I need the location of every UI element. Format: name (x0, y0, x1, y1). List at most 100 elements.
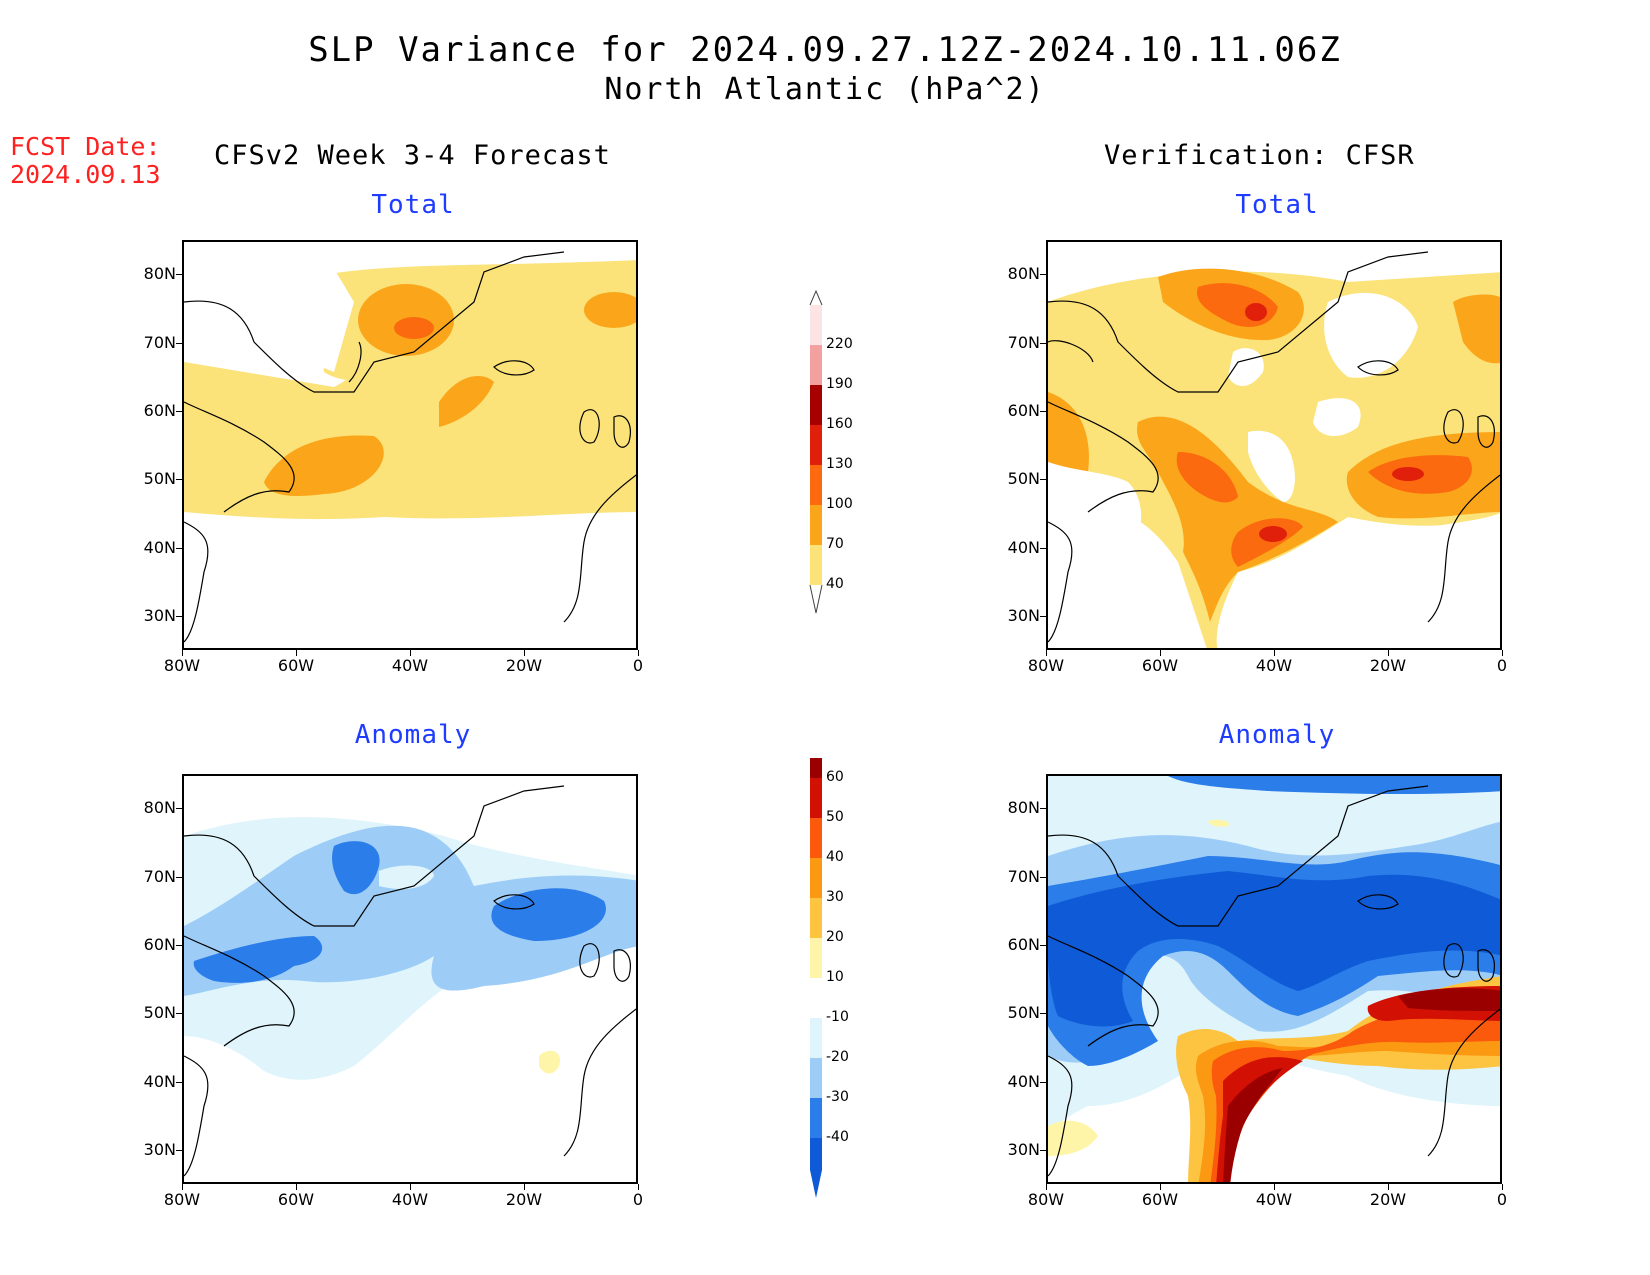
lat-tick-mark (1040, 479, 1046, 481)
lon-tick-mark (296, 1184, 297, 1190)
lon-tick-label: 40W (391, 656, 429, 675)
lon-tick-mark (1388, 1184, 1389, 1190)
total-colorbar-label: 40 (826, 576, 844, 592)
lon-tick-label: 40W (1255, 656, 1293, 675)
lon-tick-mark (524, 650, 525, 656)
anomaly-colorbar-bottom-wedge (810, 1138, 822, 1198)
anomaly-colorbar-label: -10 (826, 1009, 849, 1025)
anomaly-colorbar-segment (810, 1098, 822, 1138)
lon-tick-label: 20W (505, 656, 543, 675)
lon-tick-label: 20W (505, 1190, 543, 1209)
lat-tick-label: 60N (143, 934, 176, 954)
lat-tick-mark (1040, 1013, 1046, 1015)
lat-tick-label: 40N (143, 537, 176, 557)
lat-tick-label: 70N (1007, 866, 1040, 886)
lat-tick-mark (1040, 274, 1046, 276)
verification-column-title: Verification: CFSR (1104, 140, 1415, 171)
lon-tick-mark (524, 1184, 525, 1190)
total-colorbar-label: 190 (826, 376, 853, 392)
lon-tick-mark (1046, 650, 1047, 656)
lat-tick-label: 50N (1007, 469, 1040, 489)
total-colorbar-segment (810, 425, 822, 465)
subtitle: North Atlantic (hPa^2) (604, 72, 1046, 107)
verif-total-map (1046, 240, 1502, 650)
verif-anomaly-title: Anomaly (1218, 720, 1336, 750)
forecast-total-map (182, 240, 638, 650)
lon-tick-label: 0 (632, 1190, 644, 1209)
lat-tick-mark (176, 808, 182, 810)
lat-tick-label: 50N (1007, 1003, 1040, 1023)
lon-tick-mark (638, 650, 639, 656)
main-title: SLP Variance for 2024.09.27.12Z-2024.10.… (308, 30, 1342, 70)
lon-tick-mark (182, 650, 183, 656)
anomaly-colorbar-label: 20 (826, 929, 844, 945)
total-colorbar-label: 70 (826, 536, 844, 552)
lat-tick-label: 40N (1007, 1071, 1040, 1091)
lon-tick-label: 40W (391, 1190, 429, 1209)
lon-tick-mark (410, 1184, 411, 1190)
lat-tick-label: 40N (1007, 537, 1040, 557)
lon-tick-label: 60W (277, 656, 315, 675)
lat-tick-label: 50N (143, 469, 176, 489)
total-colorbar-segment (810, 545, 822, 585)
lat-tick-label: 80N (143, 264, 176, 284)
fcst-date-value: 2024.09.13 (10, 160, 161, 189)
lat-tick-mark (1040, 342, 1046, 344)
total-colorbar-label: 100 (826, 496, 853, 512)
lon-tick-label: 0 (1496, 656, 1508, 675)
lon-tick-mark (638, 1184, 639, 1190)
anomaly-colorbar-segment (810, 858, 822, 898)
lat-tick-mark (1040, 615, 1046, 617)
total-colorbar-label: 130 (826, 456, 853, 472)
anomaly-colorbar-label: 50 (826, 809, 844, 825)
forecast-anomaly-title: Anomaly (354, 720, 472, 750)
lat-tick-mark (176, 479, 182, 481)
anomaly-colorbar-segment (810, 778, 822, 818)
lon-tick-label: 60W (1141, 1190, 1179, 1209)
lat-tick-mark (1040, 547, 1046, 549)
anomaly-colorbar-label: 30 (826, 889, 844, 905)
lat-tick-mark (176, 876, 182, 878)
lat-tick-mark (1040, 944, 1046, 946)
lon-tick-label: 60W (277, 1190, 315, 1209)
anomaly-colorbar-segment (810, 898, 822, 938)
lon-tick-label: 40W (1255, 1190, 1293, 1209)
lon-tick-mark (1502, 1184, 1503, 1190)
forecast-total-title: Total (371, 190, 455, 220)
lon-tick-mark (1274, 1184, 1275, 1190)
lat-tick-label: 30N (143, 1139, 176, 1159)
lon-tick-mark (1046, 1184, 1047, 1190)
lon-tick-mark (410, 650, 411, 656)
lat-tick-label: 60N (1007, 934, 1040, 954)
lat-tick-mark (176, 1081, 182, 1083)
lon-tick-label: 80W (1027, 656, 1065, 675)
anomaly-colorbar-label: 40 (826, 849, 844, 865)
anomaly-colorbar-label: -20 (826, 1049, 849, 1065)
lon-tick-label: 80W (1027, 1190, 1065, 1209)
lon-tick-mark (182, 1184, 183, 1190)
total-colorbar (806, 285, 826, 619)
fcst-date-label: FCST Date: (10, 132, 161, 161)
lat-tick-mark (1040, 1149, 1046, 1151)
lat-tick-label: 80N (1007, 798, 1040, 818)
anomaly-colorbar-segment (810, 818, 822, 858)
total-colorbar-label: 220 (826, 336, 853, 352)
lat-tick-label: 40N (143, 1071, 176, 1091)
total-colorbar-segment (810, 345, 822, 385)
lon-tick-mark (1160, 650, 1161, 656)
lat-tick-mark (176, 1149, 182, 1151)
lon-tick-label: 0 (1496, 1190, 1508, 1209)
lat-tick-label: 30N (143, 605, 176, 625)
lat-tick-label: 60N (1007, 400, 1040, 420)
total-colorbar-segment (810, 305, 822, 345)
lon-tick-label: 60W (1141, 656, 1179, 675)
lat-tick-mark (176, 410, 182, 412)
lat-tick-label: 50N (143, 1003, 176, 1023)
total-colorbar-top-wedge (809, 289, 823, 306)
total-colorbar-label: 160 (826, 416, 853, 432)
lat-tick-label: 60N (143, 400, 176, 420)
lat-tick-label: 80N (1007, 264, 1040, 284)
lat-tick-label: 70N (1007, 332, 1040, 352)
anomaly-colorbar-segment (810, 1018, 822, 1058)
lon-tick-label: 20W (1369, 1190, 1407, 1209)
